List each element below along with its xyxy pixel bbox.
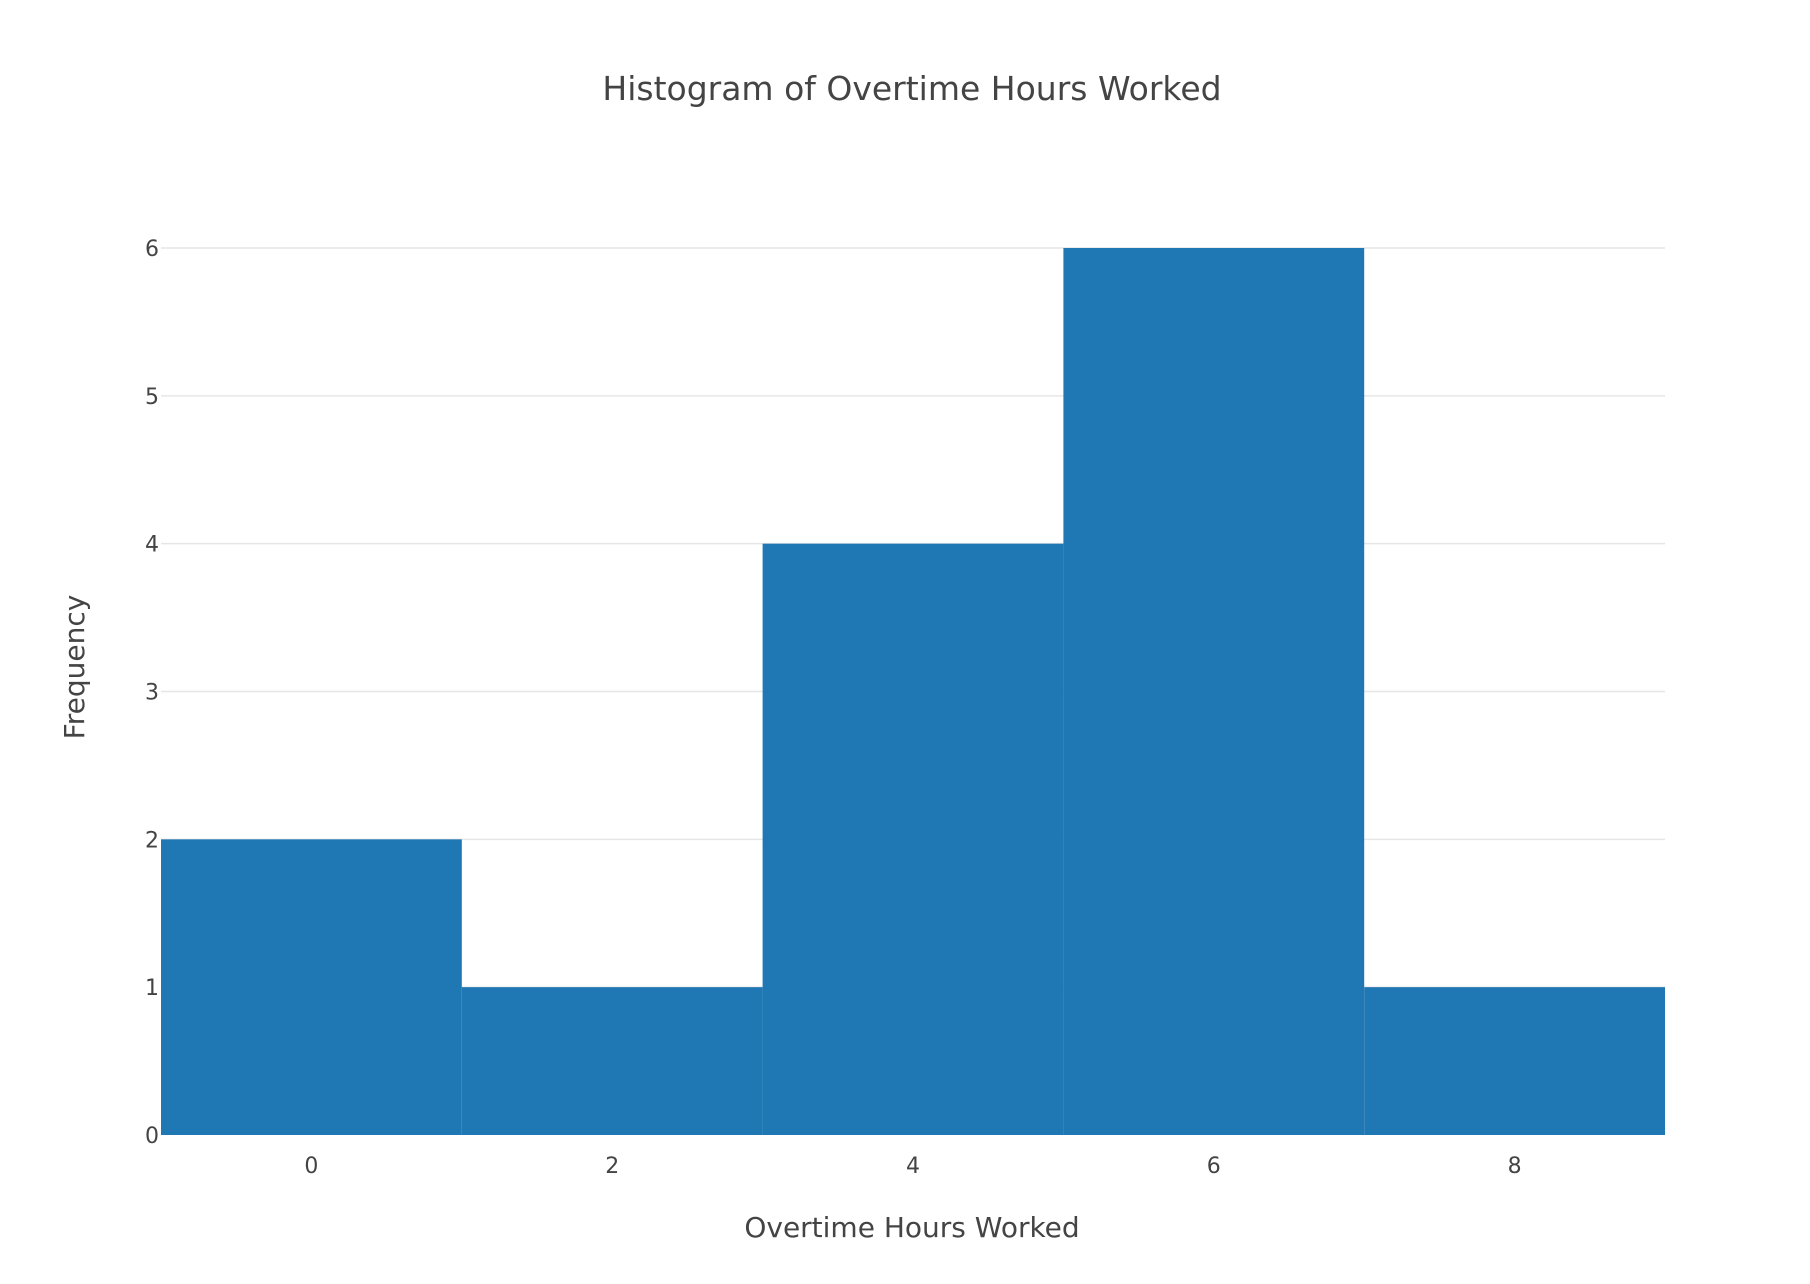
y-tick-label: 2 bbox=[145, 828, 159, 853]
histogram-bars bbox=[161, 248, 1665, 1135]
y-tick-label: 5 bbox=[145, 385, 159, 410]
y-tick-label: 0 bbox=[145, 1124, 159, 1149]
y-tick-label: 4 bbox=[145, 533, 159, 558]
x-tick-label: 2 bbox=[605, 1154, 619, 1179]
histogram-bar bbox=[1063, 248, 1365, 1135]
histogram-bar bbox=[1364, 987, 1665, 1135]
histogram-bar bbox=[762, 543, 1064, 1135]
chart-title: Histogram of Overtime Hours Worked bbox=[602, 69, 1221, 108]
x-tick-label: 6 bbox=[1207, 1154, 1221, 1179]
y-tick-label: 6 bbox=[145, 237, 159, 262]
histogram-bar bbox=[461, 987, 763, 1135]
x-tick-label: 8 bbox=[1508, 1154, 1522, 1179]
y-axis-title: Frequency bbox=[58, 595, 91, 740]
x-tick-label: 4 bbox=[906, 1154, 920, 1179]
histogram-bar bbox=[161, 839, 462, 1135]
x-axis-ticks: 0 2 4 6 8 bbox=[304, 1154, 1521, 1179]
y-tick-label: 3 bbox=[145, 681, 159, 706]
x-axis-title: Overtime Hours Worked bbox=[744, 1211, 1079, 1244]
y-axis-ticks: 0 1 2 3 4 5 6 bbox=[145, 237, 159, 1149]
y-tick-label: 1 bbox=[145, 976, 159, 1001]
x-tick-label: 0 bbox=[304, 1154, 318, 1179]
